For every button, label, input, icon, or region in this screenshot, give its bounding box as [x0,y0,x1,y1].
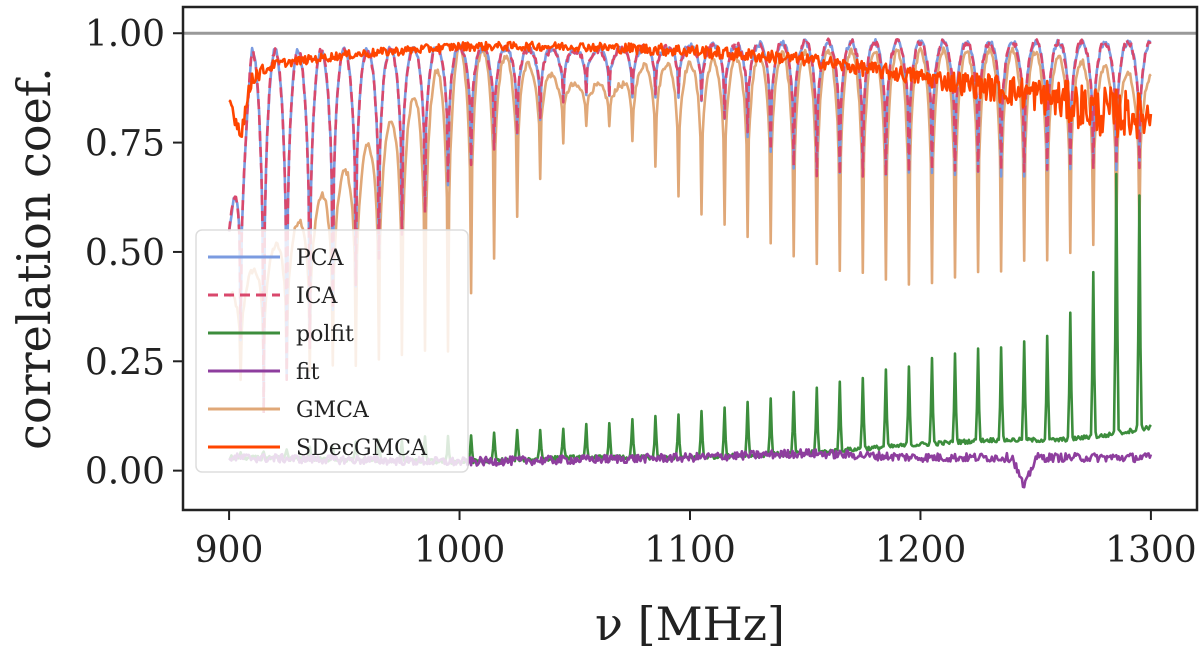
legend-label-gmca: GMCA [296,398,370,423]
y-axis: 0.00 0.25 0.50 0.75 1.00 [85,14,183,493]
legend: PCA ICA polfit fit GMCA SDecGMCA [195,229,469,473]
series-line-sdecgmca [228,40,1153,140]
y-axis-title: correlation coef. [7,67,61,450]
y-tick-label: 0.75 [85,124,165,165]
y-tick-label: 0.25 [85,342,165,383]
legend-label-polfit: polfit [296,322,354,347]
x-tick-label: 1200 [875,530,967,571]
x-tick-label: 1000 [414,530,506,571]
series-line-gmca [228,44,1152,382]
legend-label-ica: ICA [296,284,339,309]
legend-label-fit: fit [296,360,320,385]
x-axis-title: ν [MHz] [595,597,785,651]
x-tick-label: 1100 [644,530,736,571]
series-layer [227,37,1153,489]
x-tick-label: 900 [195,530,264,571]
y-tick-label: 0.50 [85,233,165,274]
legend-box [195,229,469,473]
x-axis: 900 1000 1100 1200 1300 [195,510,1197,571]
y-tick-label: 1.00 [85,14,165,55]
legend-label-pca: PCA [296,246,345,271]
x-tick-label: 1300 [1105,530,1197,571]
y-tick-label: 0.00 [85,452,165,493]
legend-label-sdecgmca: SDecGMCA [296,436,428,461]
